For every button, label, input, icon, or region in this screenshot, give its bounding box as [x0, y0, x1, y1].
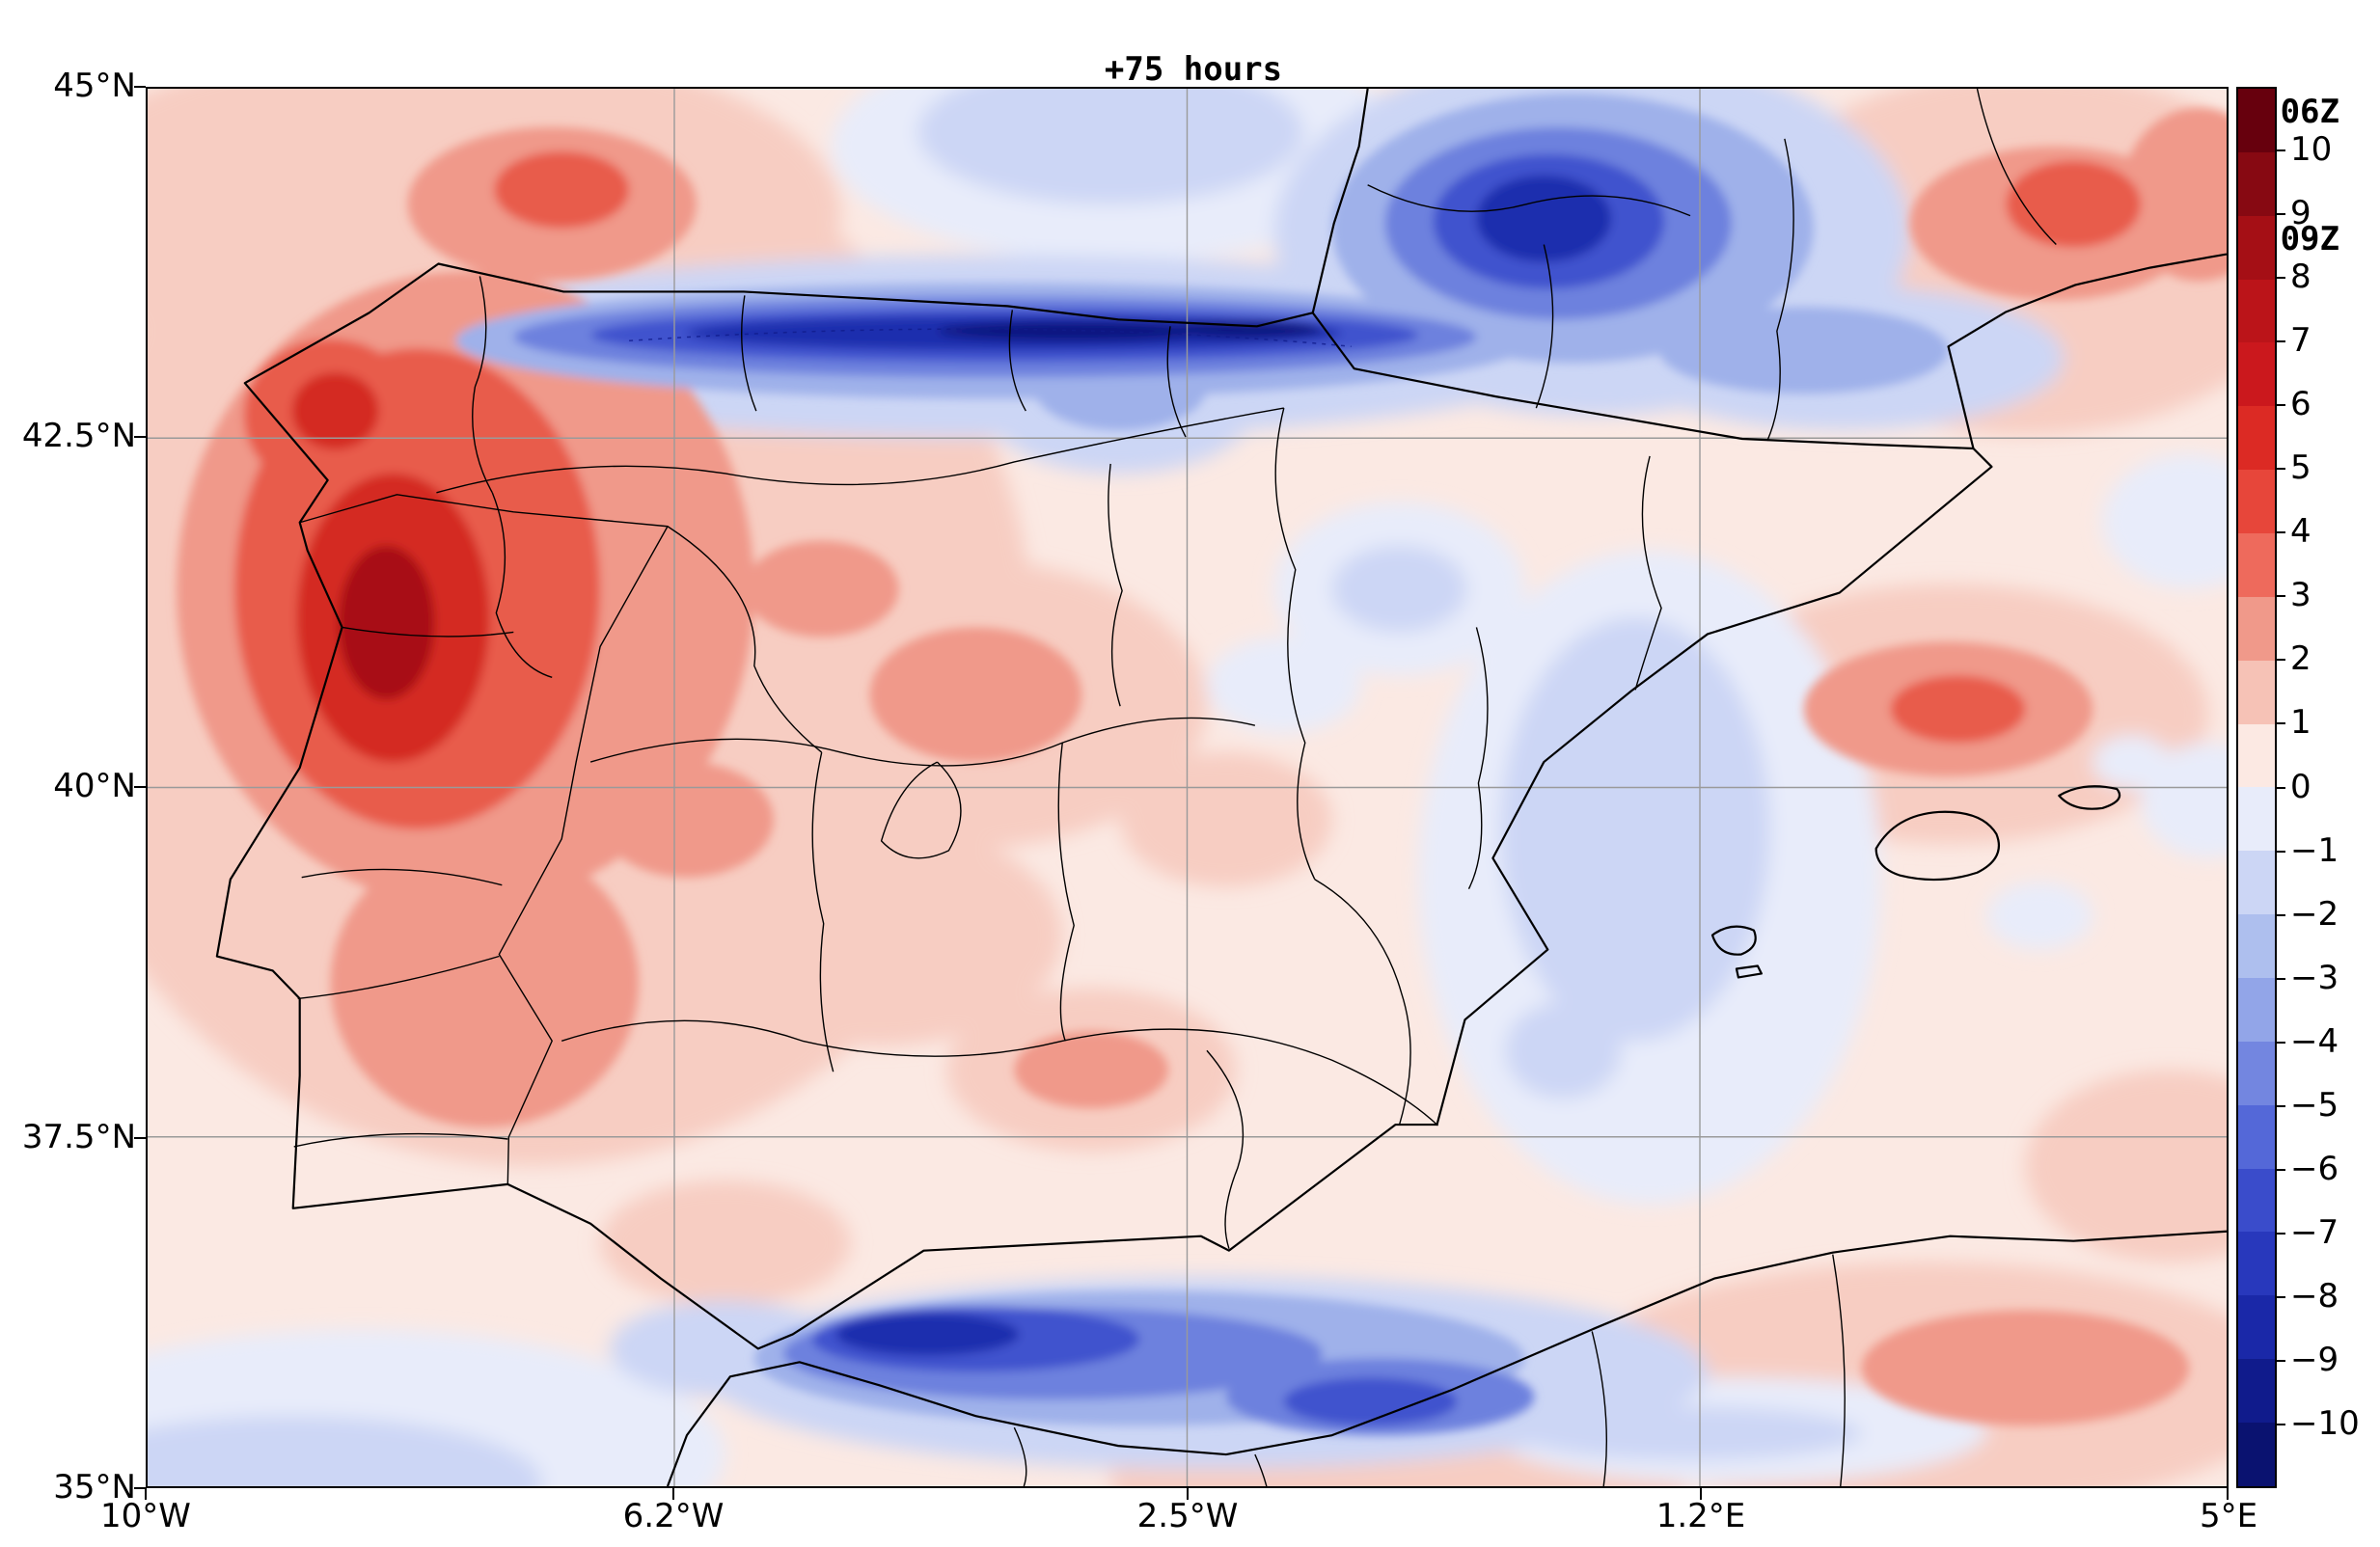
colorbar-band [2238, 89, 2275, 152]
y-tick-label: 42.5°N [21, 417, 136, 455]
colorbar-tick-label: 5 [2290, 448, 2312, 488]
colorbar-band [2238, 1295, 2275, 1360]
colorbar-tick [2277, 1168, 2285, 1171]
colorbar-tick-label: −2 [2290, 894, 2339, 934]
contour-line [629, 328, 1352, 348]
colorbar-tick-label: 9 [2290, 194, 2312, 233]
colorbar-band [2238, 660, 2275, 724]
y-axis-tick [134, 86, 146, 88]
colorbar-tick [2277, 1041, 2285, 1044]
colorbar-tick [2277, 1104, 2285, 1107]
colorbar-tick-label: −9 [2290, 1340, 2339, 1379]
colorbar-band [2238, 1041, 2275, 1105]
coastlines [215, 89, 2227, 1486]
colorbar-tick [2277, 595, 2285, 598]
colorbar-tick [2277, 977, 2285, 980]
colorbar-tick [2277, 277, 2285, 280]
colorbar-tick [2277, 913, 2285, 916]
y-tick-label: 45°N [53, 67, 136, 105]
colorbar-band [2238, 1104, 2275, 1169]
colorbar-tick [2277, 149, 2285, 152]
colorbar-tick-label: −1 [2290, 830, 2339, 870]
x-tick-label: 5°E [2199, 1497, 2258, 1535]
colorbar-band [2238, 1359, 2275, 1424]
colorbar-tick-label: −8 [2290, 1276, 2339, 1316]
colorbar-band [2238, 1423, 2275, 1486]
y-axis-tick [134, 786, 146, 788]
colorbar-tick [2277, 340, 2285, 343]
colorbar-tick-label: 10 [2290, 130, 2333, 170]
colorbar-band [2238, 851, 2275, 915]
x-axis-tick [1700, 1488, 1702, 1500]
y-tick-label: 40°N [53, 767, 136, 805]
colorbar-tick-label: 7 [2290, 321, 2312, 361]
colorbar-tick-label: 3 [2290, 576, 2312, 615]
colorbar-tick-label: 6 [2290, 385, 2312, 424]
colorbar-band [2238, 1168, 2275, 1233]
map-svg [148, 89, 2227, 1486]
colorbar-tick [2277, 213, 2285, 216]
colorbar-tick [2277, 1232, 2285, 1235]
colorbar-tick-label: −7 [2290, 1212, 2339, 1252]
x-tick-label: 1.2°E [1655, 1497, 1746, 1535]
x-tick-label: 2.5°W [1136, 1497, 1239, 1535]
colorbar-tick-label: 0 [2290, 767, 2312, 806]
colorbar-band [2238, 470, 2275, 534]
x-tick-label: 6.2°W [622, 1497, 725, 1535]
colorbar-tick-label: −4 [2290, 1021, 2339, 1061]
colorbar-band [2238, 151, 2275, 216]
colorbar-tick-label: 1 [2290, 703, 2312, 743]
colorbar-band [2238, 342, 2275, 407]
y-tick-label: 35°N [53, 1468, 136, 1506]
colorbar-tick-label: −3 [2290, 958, 2339, 997]
map-plot-area [146, 87, 2229, 1488]
colorbar-band [2238, 279, 2275, 343]
x-tick-label: 10°W [100, 1497, 191, 1535]
colorbar-tick [2277, 531, 2285, 534]
lead-time-label: +75 hours [1104, 50, 1283, 89]
x-axis-tick [1187, 1488, 1189, 1500]
gridlines [148, 89, 2227, 1486]
colorbar-tick [2277, 1359, 2285, 1362]
colorbar-tick-label: −5 [2290, 1085, 2339, 1125]
colorbar [2236, 87, 2277, 1488]
colorbar-tick [2277, 850, 2285, 853]
y-axis-tick [134, 1137, 146, 1139]
colorbar-band [2238, 978, 2275, 1042]
colorbar-tick [2277, 1295, 2285, 1298]
colorbar-tick [2277, 786, 2285, 789]
borders [293, 89, 2057, 1486]
x-axis-tick [2227, 1488, 2229, 1500]
colorbar-tick-label: 8 [2290, 258, 2312, 297]
colorbar-band [2238, 596, 2275, 661]
colorbar-tick-label: 4 [2290, 512, 2312, 552]
colorbar-tick [2277, 468, 2285, 471]
colorbar-tick-label: −10 [2290, 1403, 2360, 1443]
colorbar-band [2238, 914, 2275, 979]
colorbar-tick [2277, 659, 2285, 662]
colorbar-tick [2277, 404, 2285, 407]
field-layer-cores [176, 93, 2227, 1436]
x-axis-tick [672, 1488, 674, 1500]
colorbar-band [2238, 1232, 2275, 1296]
y-axis-tick [134, 436, 146, 438]
colorbar-band [2238, 406, 2275, 471]
colorbar-band [2238, 723, 2275, 788]
colorbar-band [2238, 215, 2275, 280]
x-axis-tick [145, 1488, 147, 1500]
colorbar-band [2238, 787, 2275, 852]
colorbar-band [2238, 533, 2275, 597]
colorbar-tick [2277, 1423, 2285, 1425]
y-axis-tick [134, 1487, 146, 1489]
colorbar-tick-label: −6 [2290, 1149, 2339, 1188]
colorbar-tick [2277, 722, 2285, 725]
colorbar-tick-label: 2 [2290, 639, 2312, 679]
y-tick-label: 37.5°N [21, 1118, 136, 1156]
